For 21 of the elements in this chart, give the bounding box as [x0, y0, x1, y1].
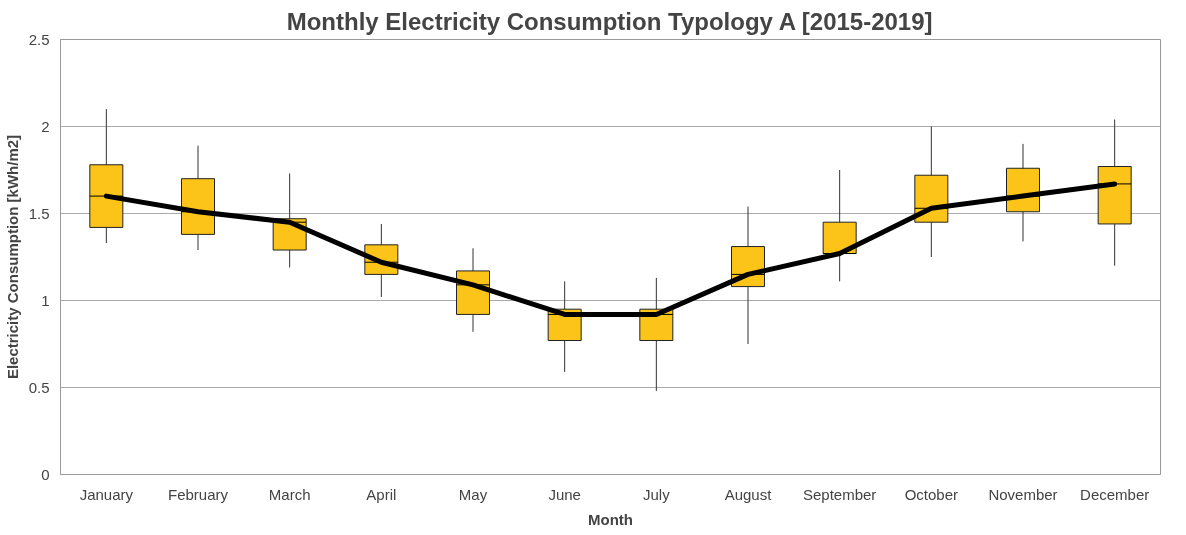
y-tick-label: 0.5 [28, 378, 50, 396]
x-tick-label: October [904, 485, 959, 503]
y-tick-label: 2.5 [28, 30, 50, 48]
y-tick-label: 2 [41, 117, 50, 135]
y-tick-label: 1.5 [28, 204, 50, 222]
x-tick-label: November [988, 485, 1058, 503]
x-tick-label: February [167, 485, 229, 503]
chart-title: Monthly Electricity Consumption Typology A [2015-2019] [286, 7, 933, 35]
x-tick-label: September [802, 485, 877, 503]
x-tick-label: July [643, 485, 671, 503]
x-axis-title: Month [588, 510, 633, 528]
x-tick-label: August [724, 485, 773, 503]
x-tick-label: April [366, 485, 397, 503]
x-tick-label: June [548, 485, 581, 503]
x-tick-label: May [458, 485, 488, 503]
x-tick-label: December [1080, 485, 1150, 503]
x-tick-label: March [268, 485, 311, 503]
y-tick-label: 1 [41, 291, 50, 309]
y-axis-title: Electricity Consumption [kWh/m2] [3, 134, 21, 380]
x-tick-label: January [79, 485, 134, 503]
y-tick-label: 0 [41, 465, 50, 483]
